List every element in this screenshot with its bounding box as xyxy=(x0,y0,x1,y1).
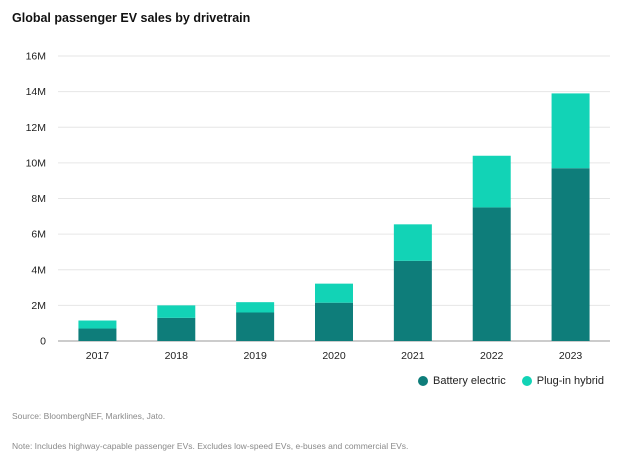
bar-battery-electric-2020 xyxy=(315,302,353,341)
x-tick-label: 2017 xyxy=(86,350,110,362)
legend: Battery electric Plug-in hybrid xyxy=(402,375,604,387)
chart-title: Global passenger EV sales by drivetrain xyxy=(12,11,251,25)
y-axis-ticks: 0 2M 4M 6M 8M 10M 12M 14M 16M xyxy=(26,51,47,348)
bar-plug-in-hybrid-2018 xyxy=(157,305,196,318)
bar-battery-electric-2022 xyxy=(472,207,511,341)
bar-plug-in-hybrid-2021 xyxy=(393,224,432,261)
bar-battery-electric-2023 xyxy=(551,168,590,341)
bar-plug-in-hybrid-2019 xyxy=(236,302,275,313)
x-tick-label: 2019 xyxy=(243,350,267,362)
footnote: Note: Includes highway-capable passenger… xyxy=(12,441,409,451)
y-tick-label: 10M xyxy=(26,157,46,169)
legend-item-battery-electric: Battery electric xyxy=(417,375,506,387)
y-tick-label: 8M xyxy=(31,193,46,205)
bar-plug-in-hybrid-2017 xyxy=(78,320,117,329)
x-tick-label: 2020 xyxy=(322,350,346,362)
x-tick-label: 2018 xyxy=(165,350,189,362)
bar-battery-electric-2017 xyxy=(78,328,117,341)
x-tick-label: 2022 xyxy=(480,350,504,362)
legend-label-plug-in-hybrid: Plug-in hybrid xyxy=(536,375,604,387)
legend-label-battery-electric: Battery electric xyxy=(432,375,506,387)
bar-battery-electric-2018 xyxy=(157,317,196,341)
bar-plug-in-hybrid-2020 xyxy=(315,283,353,303)
legend-swatch-battery-electric xyxy=(417,376,428,386)
bar-battery-electric-2021 xyxy=(393,260,432,341)
x-axis-ticks: 2017 2018 2019 2020 2021 2022 2023 xyxy=(86,350,583,362)
y-tick-label: 6M xyxy=(31,229,46,241)
y-tick-label: 16M xyxy=(26,51,46,63)
y-tick-label: 12M xyxy=(26,122,46,134)
source-note: Source: BloombergNEF, Marklines, Jato. xyxy=(12,411,166,421)
bar-battery-electric-2019 xyxy=(236,312,275,341)
bar-plug-in-hybrid-2023 xyxy=(551,93,590,169)
y-tick-label: 0 xyxy=(40,336,46,348)
y-tick-label: 2M xyxy=(31,300,46,312)
legend-item-plug-in-hybrid: Plug-in hybrid xyxy=(521,375,604,387)
y-tick-label: 4M xyxy=(31,264,46,276)
bar-plug-in-hybrid-2022 xyxy=(472,155,511,208)
x-tick-label: 2023 xyxy=(559,350,583,362)
legend-swatch-plug-in-hybrid xyxy=(521,376,532,386)
x-tick-label: 2021 xyxy=(401,350,425,362)
bars xyxy=(78,93,590,341)
y-tick-label: 14M xyxy=(26,86,46,98)
